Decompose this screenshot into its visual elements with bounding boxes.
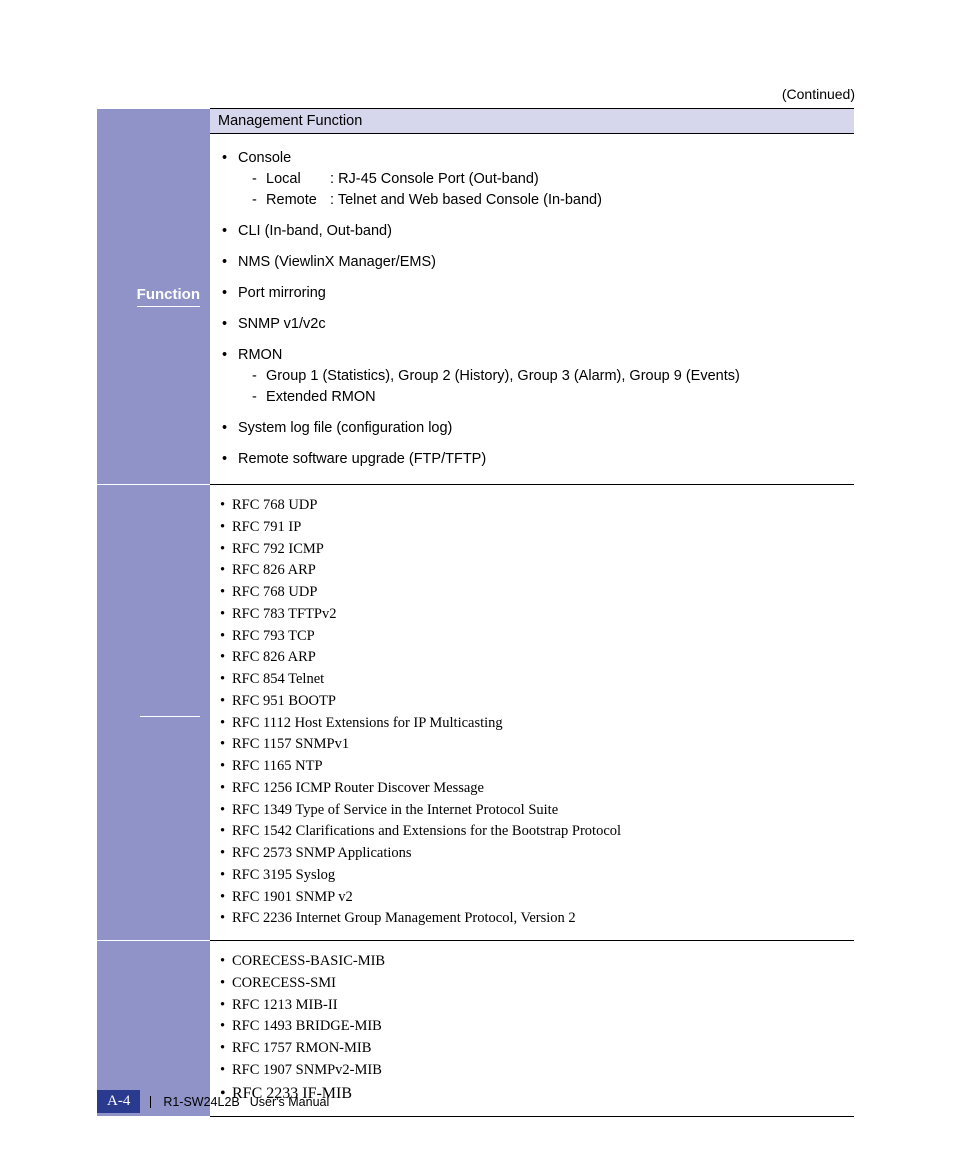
list-item: RFC 826 ARP [220,560,846,582]
spec-table: Function Management Function •Console- L… [97,108,854,1117]
footer-divider [150,1096,151,1108]
list-item: RFC 854 Telnet [220,669,846,691]
row-label-cell: Function [97,109,210,485]
list-item: RFC 1901 SNMP v2 [220,887,846,909]
list-item: RFC 951 BOOTP [220,691,846,713]
list-subitem: - Local: RJ-45 Console Port (Out-band) [238,169,846,190]
list-item: RFC 2236 Internet Group Management Proto… [220,908,846,930]
list-item: RFC 791 IP [220,517,846,539]
list-item: •Console- Local: RJ-45 Console Port (Out… [220,148,846,211]
row-label: Function [137,286,200,303]
list-item: RFC 1907 SNMPv2-MIB [220,1060,846,1082]
list-subitem: - Group 1 (Statistics), Group 2 (History… [238,366,846,387]
list-item: RFC 792 ICMP [220,539,846,561]
rfc-list: RFC 768 UDPRFC 791 IPRFC 792 ICMPRFC 826… [220,495,846,930]
footer-model: R1-SW24L2B [163,1095,239,1109]
list-item: RFC 1157 SNMPv1 [220,734,846,756]
continued-label: (Continued) [97,86,857,102]
footer: A-4 R1-SW24L2B User's Manual [97,1090,329,1113]
list-item: RFC 2573 SNMP Applications [220,843,846,865]
list-subitem: - Remote: Telnet and Web based Console (… [238,190,846,211]
mgmt-list: •Console- Local: RJ-45 Console Port (Out… [220,148,846,470]
list-item: RFC 783 TFTPv2 [220,604,846,626]
list-item: •RMON- Group 1 (Statistics), Group 2 (Hi… [220,345,846,408]
mgmt-cell: •Console- Local: RJ-45 Console Port (Out… [210,134,854,485]
mib-list: CORECESS-BASIC-MIBCORECESS-SMIRFC 1213 M… [220,951,846,1106]
page-number-badge: A-4 [97,1090,140,1113]
list-item: RFC 1256 ICMP Router Discover Message [220,778,846,800]
list-item: RFC 1112 Host Extensions for IP Multicas… [220,713,846,735]
list-item: RFC 1213 MIB-II [220,995,846,1017]
rfc-cell: RFC 768 UDPRFC 791 IPRFC 792 ICMPRFC 826… [210,485,854,941]
page: (Continued) Function Management Function… [0,0,954,1168]
table-row: •Console- Local: RJ-45 Console Port (Out… [97,134,854,485]
list-item: •Remote software upgrade (FTP/TFTP) [220,449,846,470]
list-subitem: - Extended RMON [238,387,846,408]
list-item: RFC 1757 RMON-MIB [220,1038,846,1060]
list-item: •SNMP v1/v2c [220,314,846,335]
list-item: •System log file (configuration log) [220,418,846,439]
list-item: •NMS (ViewlinX Manager/EMS) [220,252,846,273]
list-item: RFC 768 UDP [220,495,846,517]
row-label-cell [97,485,210,941]
list-item: CORECESS-SMI [220,973,846,995]
list-item: •CLI (In-band, Out-band) [220,221,846,242]
list-item: RFC 1493 BRIDGE-MIB [220,1016,846,1038]
table-row: RFC 768 UDPRFC 791 IPRFC 792 ICMPRFC 826… [97,485,854,941]
footer-doc: User's Manual [250,1095,330,1109]
list-item: RFC 826 ARP [220,647,846,669]
list-item: •Port mirroring [220,283,846,304]
list-item: RFC 1542 Clarifications and Extensions f… [220,821,846,843]
list-item: RFC 3195 Syslog [220,865,846,887]
section-header: Management Function [210,109,854,134]
list-item: RFC 1349 Type of Service in the Internet… [220,800,846,822]
table-row: Function Management Function [97,109,854,134]
list-item: RFC 768 UDP [220,582,846,604]
list-item: CORECESS-BASIC-MIB [220,951,846,973]
list-item: RFC 1165 NTP [220,756,846,778]
list-item: RFC 793 TCP [220,626,846,648]
